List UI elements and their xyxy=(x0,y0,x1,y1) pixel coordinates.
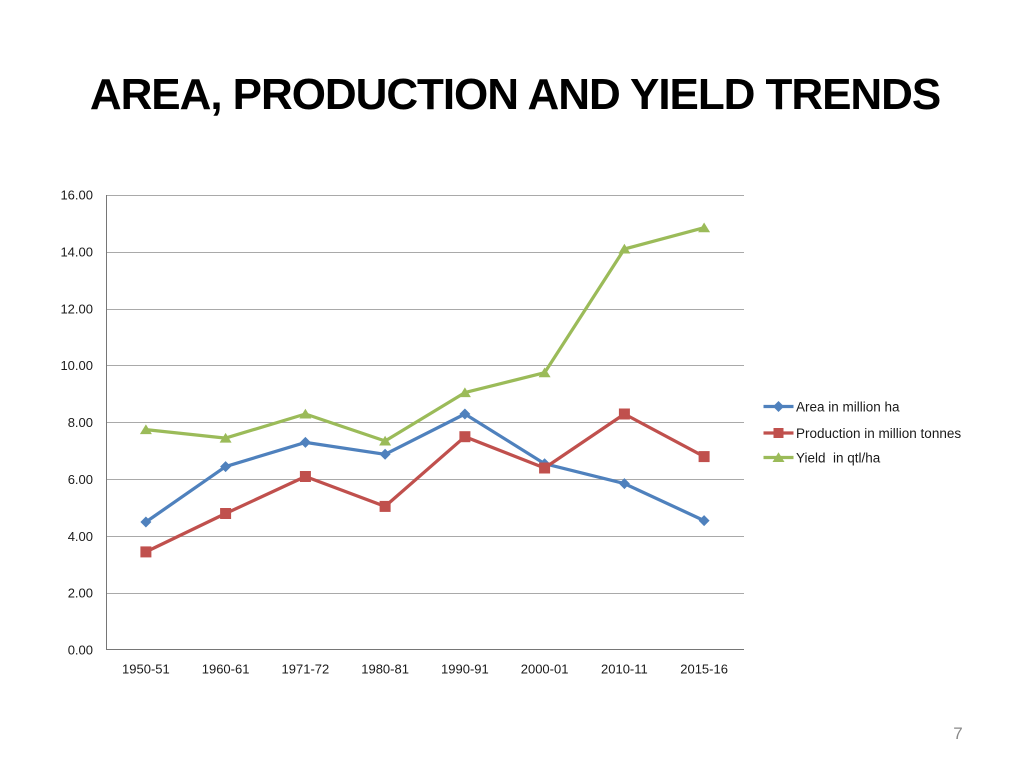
svg-text:1950-51: 1950-51 xyxy=(122,662,170,677)
svg-text:Production in million tonnes: Production in million tonnes xyxy=(796,426,961,441)
svg-text:Area in million ha: Area in million ha xyxy=(796,399,900,414)
svg-text:2.00: 2.00 xyxy=(68,586,93,601)
svg-text:7: 7 xyxy=(953,724,962,743)
svg-text:1960-61: 1960-61 xyxy=(202,662,250,677)
svg-text:4.00: 4.00 xyxy=(68,529,93,544)
svg-text:2010-11: 2010-11 xyxy=(601,662,648,677)
svg-text:8.00: 8.00 xyxy=(68,415,93,430)
svg-text:6.00: 6.00 xyxy=(68,472,93,487)
svg-text:0.00: 0.00 xyxy=(68,643,93,658)
svg-text:1971-72: 1971-72 xyxy=(282,662,330,677)
svg-text:2000-01: 2000-01 xyxy=(521,662,569,677)
svg-text:1990-91: 1990-91 xyxy=(441,662,489,677)
svg-text:14.00: 14.00 xyxy=(60,244,93,259)
svg-text:Yield in qtl/ha: Yield in qtl/ha xyxy=(796,450,881,465)
svg-text:2015-16: 2015-16 xyxy=(680,662,728,677)
svg-text:1980-81: 1980-81 xyxy=(361,662,409,677)
svg-text:10.00: 10.00 xyxy=(60,358,93,373)
svg-text:12.00: 12.00 xyxy=(60,301,93,316)
svg-text:16.00: 16.00 xyxy=(60,188,93,203)
